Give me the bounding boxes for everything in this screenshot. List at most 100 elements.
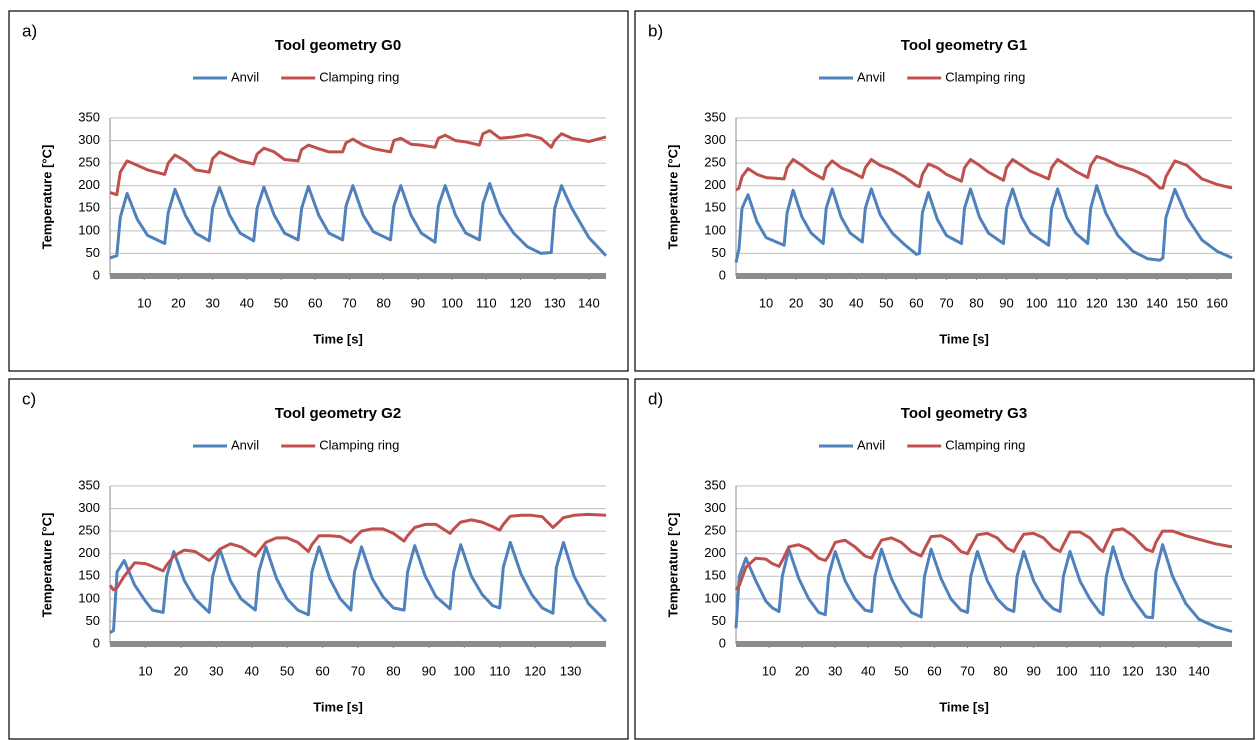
data-line (109, 129, 607, 197)
y-axis-title: Temperature [°C] (39, 513, 54, 618)
y-axis-title: Temperature [°C] (39, 145, 54, 250)
y-tick-label: 350 (704, 109, 726, 124)
x-axis-title: Time [s] (313, 331, 363, 346)
y-tick-label: 50 (712, 613, 726, 628)
x-axis-title: Time [s] (939, 699, 989, 714)
x-tick-label: 130 (1155, 663, 1177, 678)
panel-border (8, 378, 629, 740)
x-tick-label: 10 (759, 295, 773, 310)
chart-panel: b) Tool geometry G1 Anvil Clamping ring 0 50 1… (634, 10, 1255, 372)
chart-panel: c) Tool geometry G2 Anvil Clamping ring 0 50 1… (8, 378, 629, 740)
x-tick-label: 90 (1026, 663, 1040, 678)
y-tick-label: 50 (86, 613, 100, 628)
y-tick-label: 200 (704, 177, 726, 192)
data-line (109, 182, 608, 260)
panel-border (634, 378, 1255, 740)
x-tick-label: 120 (1122, 663, 1144, 678)
x-tick-label: 70 (939, 295, 953, 310)
legend-label: Clamping ring (319, 437, 399, 452)
legend-label: Clamping ring (945, 69, 1025, 84)
panel-label: c) (22, 389, 36, 408)
chart-panel: d) Tool geometry G3 Anvil Clamping ring 0 50 1… (634, 378, 1255, 740)
x-tick-label: 60 (308, 295, 322, 310)
data-line (735, 154, 1233, 192)
x-tick-label: 80 (969, 295, 983, 310)
x-tick-label: 90 (999, 295, 1013, 310)
x-tick-label: 140 (578, 295, 600, 310)
x-tick-label: 20 (789, 295, 803, 310)
x-tick-label: 110 (489, 663, 510, 678)
x-tick-label: 130 (1116, 295, 1138, 310)
y-tick-label: 50 (86, 245, 100, 260)
x-tick-label: 20 (171, 295, 185, 310)
y-tick-label: 200 (78, 545, 100, 560)
legend-label: Anvil (857, 437, 885, 452)
x-tick-label: 120 (1086, 295, 1108, 310)
x-tick-label: 80 (376, 295, 390, 310)
legend-label: Anvil (231, 69, 259, 84)
y-tick-label: 250 (704, 155, 726, 170)
y-tick-label: 0 (93, 267, 100, 282)
chart-panel: a) Tool geometry G0 Anvil Clamping ring 0 50 1… (8, 10, 629, 372)
y-tick-label: 350 (704, 477, 726, 492)
x-tick-label: 160 (1206, 295, 1228, 310)
y-tick-label: 350 (78, 477, 100, 492)
x-tick-label: 40 (849, 295, 863, 310)
x-tick-label: 130 (560, 663, 582, 678)
y-tick-label: 250 (78, 155, 100, 170)
x-axis-title: Time [s] (939, 331, 989, 346)
x-tick-label: 90 (422, 663, 436, 678)
x-tick-label: 70 (342, 295, 356, 310)
x-tick-label: 140 (1146, 295, 1168, 310)
x-tick-label: 50 (274, 295, 288, 310)
x-tick-label: 50 (280, 663, 294, 678)
x-tick-label: 30 (828, 663, 842, 678)
x-tick-label: 60 (909, 295, 923, 310)
panel-label: b) (648, 21, 663, 40)
y-tick-label: 300 (78, 132, 100, 147)
legend-label: Clamping ring (945, 437, 1025, 452)
panel-label: a) (22, 21, 37, 40)
x-tick-label: 110 (1089, 663, 1110, 678)
y-tick-label: 300 (704, 132, 726, 147)
panel-label: d) (648, 389, 663, 408)
y-tick-label: 0 (93, 635, 100, 650)
x-tick-label: 80 (386, 663, 400, 678)
panel-border (8, 10, 629, 372)
x-tick-label: 100 (453, 663, 475, 678)
y-tick-label: 100 (704, 590, 726, 605)
x-tick-label: 30 (209, 663, 223, 678)
y-tick-label: 300 (78, 500, 100, 515)
y-tick-label: 200 (704, 545, 726, 560)
x-tick-label: 130 (544, 295, 566, 310)
y-tick-label: 0 (719, 635, 726, 650)
legend-label: Anvil (857, 69, 885, 84)
x-tick-label: 40 (240, 295, 254, 310)
x-tick-label: 40 (244, 663, 258, 678)
data-line (734, 543, 1233, 633)
x-tick-label: 10 (762, 663, 776, 678)
y-tick-label: 250 (78, 523, 100, 538)
y-tick-label: 350 (78, 109, 100, 124)
x-tick-label: 10 (138, 663, 152, 678)
y-tick-label: 100 (704, 222, 726, 237)
x-tick-label: 30 (819, 295, 833, 310)
x-tick-label: 40 (861, 663, 875, 678)
x-tick-label: 50 (879, 295, 893, 310)
x-tick-label: 70 (351, 663, 365, 678)
y-axis-title: Temperature [°C] (665, 145, 680, 250)
x-tick-label: 100 (1026, 295, 1048, 310)
x-tick-label: 50 (894, 663, 908, 678)
x-tick-label: 70 (960, 663, 974, 678)
x-tick-label: 100 (441, 295, 463, 310)
x-tick-label: 60 (927, 663, 941, 678)
x-tick-label: 120 (510, 295, 532, 310)
x-tick-label: 150 (1176, 295, 1198, 310)
x-tick-label: 140 (1188, 663, 1210, 678)
chart-title: Tool geometry G2 (275, 405, 401, 422)
y-tick-label: 0 (719, 267, 726, 282)
chart-title: Tool geometry G3 (901, 405, 1027, 422)
x-tick-label: 120 (524, 663, 546, 678)
y-axis-title: Temperature [°C] (665, 513, 680, 618)
y-tick-label: 200 (78, 177, 100, 192)
